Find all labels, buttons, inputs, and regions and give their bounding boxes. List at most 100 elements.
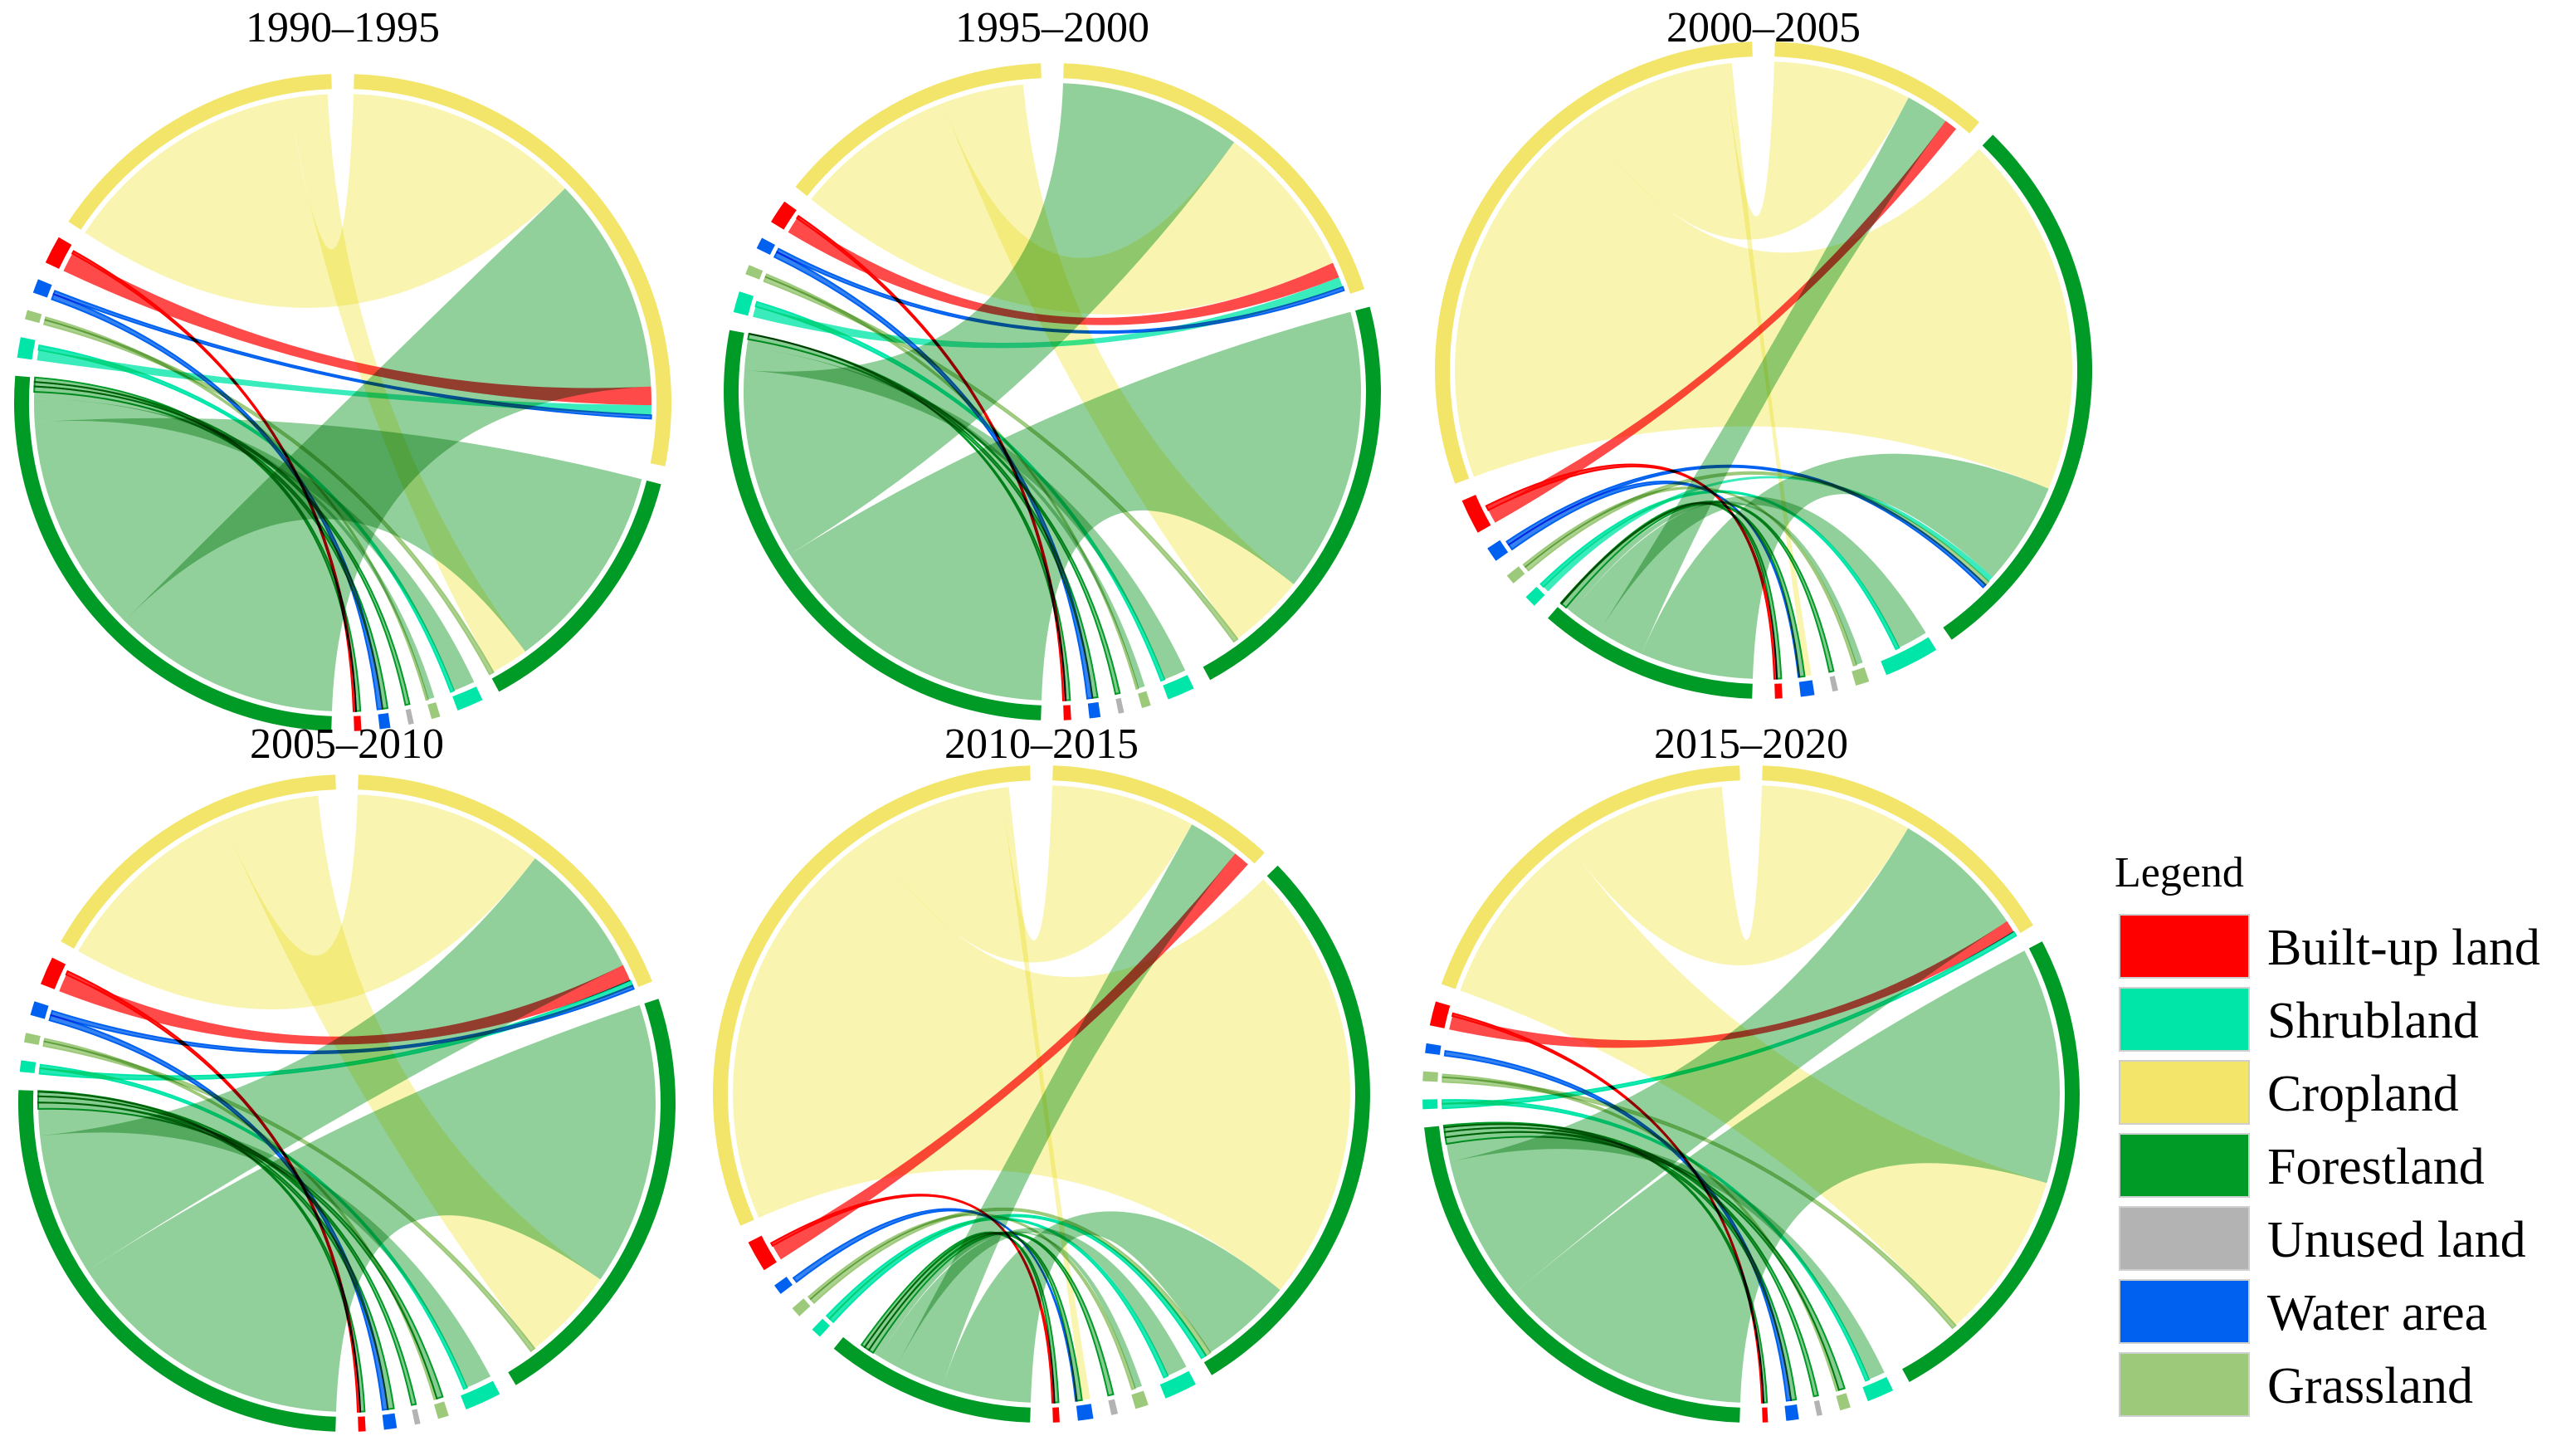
arc-water-source (1425, 1043, 1442, 1055)
arc-forest-target (508, 999, 676, 1385)
arc-built-target (1052, 1407, 1060, 1423)
legend-swatch (2119, 1352, 2250, 1417)
ribbon-forest-to-built (1442, 1121, 1769, 1404)
ribbons (1442, 785, 2061, 1404)
legend: Legend Built-up land Shrubland Cropland For… (2115, 849, 2540, 1417)
arc-grass-target (1836, 1393, 1851, 1411)
ribbon-forest-to-built (1560, 501, 1783, 680)
arc-water-source (756, 237, 775, 255)
arc-grass-source (1422, 1071, 1438, 1082)
panel-title: 2000–2005 (1666, 4, 1861, 51)
arc-built-source (41, 957, 66, 989)
arc-forest-source (833, 1336, 1031, 1423)
chord-panels: 1990–1995 1995–2000 2000–2005 2005–2010 2010… (13, 4, 2093, 1432)
ribbon-crop-to-forest (287, 94, 525, 672)
ribbon-forest-to-built (37, 1090, 366, 1413)
ribbons (743, 83, 1361, 701)
arc-water-source (1487, 540, 1509, 561)
arc-water-source (32, 279, 52, 298)
arc-crop-source (795, 63, 1042, 197)
arc-forest-source (1424, 1126, 1740, 1423)
arc-built-target (1762, 1407, 1769, 1423)
panel-title: 1995–2000 (955, 4, 1149, 51)
ribbon-shrub-to-crop (1442, 930, 2017, 1110)
arc-unused-target (405, 709, 414, 725)
ribbon-crop-to-water (1000, 787, 1090, 1400)
arc-shrub-target (1881, 637, 1937, 676)
category-arcs (724, 63, 1381, 720)
ribbon-crop-to-water (1724, 63, 1812, 676)
ribbon-shrub-to-shrub (1539, 490, 1900, 651)
arc-forest-target (1203, 865, 1370, 1375)
ribbons (733, 785, 1351, 1404)
arc-water-target (1087, 701, 1101, 719)
ribbon-grass-to-grass (807, 1213, 1136, 1390)
ribbons (33, 94, 652, 712)
ribbon-water-to-crop (50, 984, 635, 1055)
arc-water-target (1798, 680, 1815, 697)
ribbon-built-to-built (1451, 1012, 1765, 1404)
arc-shrub-target (1862, 1376, 1894, 1402)
arc-shrub-source (812, 1318, 831, 1337)
ribbons (37, 794, 656, 1413)
arc-water-source (30, 1001, 49, 1019)
arc-forest-target (1203, 306, 1381, 681)
arc-crop-target (1762, 765, 2033, 934)
panel-title: 2005–2010 (250, 720, 444, 768)
legend-items: Built-up land Shrubland Cropland Forestland… (2119, 914, 2540, 1417)
ribbon-forest-to-built (860, 1231, 1060, 1404)
ribbon-crop-to-forest (943, 84, 1294, 639)
arc-built-target (1063, 705, 1071, 720)
arc-water-source (774, 1277, 793, 1294)
arc-crop-source (1441, 765, 1740, 989)
arc-crop-target (1052, 765, 1265, 864)
legend-swatch (2119, 1279, 2250, 1344)
ribbon-built-to-built (1485, 463, 1778, 680)
arc-built-source (1461, 495, 1491, 533)
ribbon-forest-to-forest (1515, 950, 2061, 1403)
category-arcs (13, 74, 672, 731)
ribbon-forest-to-shrub (879, 1228, 1187, 1376)
arc-built-target (1774, 683, 1783, 699)
panel-title: 1990–1995 (246, 4, 440, 51)
arc-built-source (748, 1235, 777, 1271)
chord-panel: 2000–2005 (1435, 4, 2093, 699)
ribbon-crop-to-crop (78, 794, 535, 1010)
ribbon-water-to-water (792, 1208, 1078, 1402)
arc-grass-source (25, 310, 42, 324)
arc-shrub-target (452, 686, 483, 711)
arc-grass-source (23, 1033, 41, 1045)
ribbon-grass-to-grass (44, 316, 429, 701)
arc-crop-target (358, 774, 652, 988)
legend-item: Water area (2119, 1279, 2487, 1344)
legend-item: Grassland (2119, 1352, 2473, 1417)
category-arcs (1422, 765, 2080, 1423)
arc-built-target (354, 716, 362, 731)
ribbon-crop-to-forest (1454, 119, 2073, 489)
ribbon-water-to-crop (52, 290, 652, 420)
legend-item: Shrubland (2119, 987, 2479, 1052)
legend-label: Forestland (2267, 1139, 2485, 1195)
arc-unused-target (1115, 697, 1125, 714)
ribbon-forest-to-unused (749, 333, 1121, 696)
ribbon-built-to-built (65, 970, 362, 1413)
legend-label: Unused land (2267, 1212, 2526, 1268)
ribbon-crop-to-crop (1583, 61, 1909, 240)
ribbon-grass-to-grass (764, 273, 1139, 691)
legend-label: Shrubland (2267, 993, 2479, 1049)
arc-grass-target (427, 702, 441, 720)
arc-water-target (382, 1413, 398, 1430)
arc-grass-source (745, 265, 764, 280)
arc-crop-target (1774, 42, 1979, 134)
ribbon-built-to-built (71, 250, 358, 712)
ribbon-forest-to-built (749, 333, 1071, 701)
ribbon-forest-to-shrub (1572, 496, 1926, 648)
arc-grass-target (1852, 667, 1870, 686)
ribbon-crop-to-crop (811, 103, 1333, 315)
arc-shrub-target (1163, 675, 1194, 700)
ribbon-water-to-forest (1505, 464, 1987, 589)
legend-item: Forestland (2119, 1133, 2485, 1198)
ribbon-shrub-to-crop (38, 979, 634, 1081)
ribbon-forest-to-forest (87, 1004, 656, 1412)
ribbon-shrub-to-crop (37, 349, 651, 416)
